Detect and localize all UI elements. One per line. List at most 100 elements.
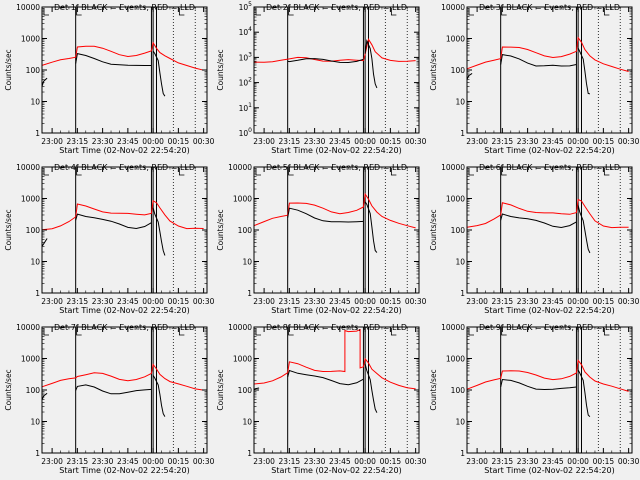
y-tick-label: 1000 — [233, 355, 252, 364]
y-tick-label: 10 — [30, 98, 40, 107]
series-events-line — [500, 378, 577, 391]
y-tick-label: 100 — [451, 386, 466, 395]
series-events-line — [287, 207, 364, 223]
y-tick-label: 1000 — [446, 195, 465, 204]
event-marker-glyph — [501, 168, 507, 176]
x-tick-label: 23:15 — [279, 457, 301, 466]
x-tick-label: 00:00 — [354, 457, 376, 466]
x-tick-label: 23:15 — [492, 137, 514, 146]
event-marker-glyph — [178, 168, 185, 176]
panel-det-1: 1 10 100 1000 10000 23:00 23:15 23:30 23:45 00:00… — [4, 3, 215, 155]
event-marker-glyph — [288, 328, 294, 336]
x-tick-label: 00:00 — [354, 137, 376, 146]
y-tick-label: 1 — [35, 449, 40, 458]
series-events-line — [152, 50, 166, 97]
x-tick-label: 23:15 — [279, 137, 301, 146]
event-marker-glyph — [43, 8, 49, 16]
event-marker-glyph — [390, 168, 397, 176]
x-tick-label: 00:15 — [593, 297, 615, 306]
event-marker-glyph — [76, 8, 82, 16]
x-tick-label: 00:00 — [142, 297, 164, 306]
series-lld-line — [253, 328, 416, 390]
series-events-line — [41, 238, 48, 247]
x-tick-label: 00:30 — [405, 297, 427, 306]
y-tick-label: 10 — [30, 258, 40, 267]
event-marker-glyph — [76, 168, 82, 176]
x-tick-label: 00:30 — [405, 457, 427, 466]
y-tick-label: 100 — [239, 127, 253, 138]
series-events-line — [466, 72, 473, 80]
x-tick-label: 23:15 — [279, 297, 301, 306]
x-tick-label: 23:45 — [542, 137, 564, 146]
series-events-line — [500, 213, 577, 229]
x-tick-label: 23:30 — [517, 297, 539, 306]
series-events-line — [41, 392, 48, 401]
x-tick-label: 23:45 — [117, 457, 139, 466]
y-tick-label: 10000 — [228, 323, 252, 332]
y-tick-label: 1000 — [21, 355, 40, 364]
y-tick-label: 100 — [26, 386, 41, 395]
plot-frame — [466, 166, 633, 294]
panel-title: Det 8f BLACK = Events, RED = LLD — [266, 323, 407, 332]
event-marker-glyph — [288, 168, 294, 176]
series-events-line — [364, 201, 378, 253]
y-tick-label: 1 — [460, 449, 465, 458]
plot-frame — [466, 326, 633, 454]
x-tick-label: 23:30 — [92, 297, 114, 306]
event-marker-glyph — [288, 8, 294, 16]
series-lld-line — [466, 359, 629, 392]
x-tick-label: 23:45 — [542, 297, 564, 306]
plot-frame — [41, 166, 208, 294]
x-tick-label: 23:45 — [329, 137, 351, 146]
x-tick-label: 23:45 — [329, 297, 351, 306]
event-marker-glyph — [468, 328, 474, 336]
y-tick-label: 10000 — [16, 3, 40, 12]
plot-frame — [253, 6, 420, 134]
x-axis-label: Start Time (02-Nov-02 22:54:20) — [59, 146, 189, 155]
y-tick-label: 10 — [30, 418, 40, 427]
series-events-line — [287, 58, 364, 64]
panel-title: Det 5f BLACK = Events, RED = LLD — [266, 163, 407, 172]
x-tick-label: 23:45 — [329, 457, 351, 466]
x-tick-label: 23:00 — [253, 457, 275, 466]
y-tick-label: 10 — [455, 98, 465, 107]
x-tick-label: 23:15 — [492, 297, 514, 306]
x-tick-label: 23:00 — [253, 297, 275, 306]
event-marker-glyph — [255, 168, 261, 176]
x-axis-label: Start Time (02-Nov-02 22:54:20) — [271, 146, 401, 155]
x-axis-label: Start Time (02-Nov-02 22:54:20) — [484, 466, 614, 475]
x-tick-label: 00:30 — [405, 137, 427, 146]
series-lld-line — [41, 200, 204, 231]
panel-det-3: 1 10 100 1000 10000 23:00 23:15 23:30 23:45 00:00… — [429, 3, 640, 155]
y-tick-label: 100 — [238, 226, 253, 235]
panel-title: Det 2f BLACK = Events, RED = LLD — [266, 3, 407, 12]
y-tick-label: 10 — [242, 418, 252, 427]
event-marker-glyph — [603, 8, 610, 16]
x-tick-label: 00:30 — [618, 297, 640, 306]
x-tick-label: 00:00 — [142, 457, 164, 466]
x-tick-label: 23:15 — [67, 457, 89, 466]
x-tick-label: 23:00 — [466, 137, 488, 146]
y-tick-label: 1 — [247, 449, 252, 458]
x-axis-label: Start Time (02-Nov-02 22:54:20) — [59, 466, 189, 475]
y-tick-label: 103 — [239, 51, 253, 62]
y-tick-label: 1000 — [446, 355, 465, 364]
series-events-line — [577, 47, 591, 95]
x-tick-label: 23:30 — [304, 457, 326, 466]
y-tick-label: 100 — [26, 226, 41, 235]
series-events-line — [152, 207, 166, 256]
y-tick-label: 10 — [455, 418, 465, 427]
y-tick-label: 1 — [35, 289, 40, 298]
y-tick-label: 1 — [460, 289, 465, 298]
y-axis-label: Counts/sec — [4, 49, 13, 90]
x-tick-label: 00:15 — [168, 457, 190, 466]
x-tick-label: 00:00 — [567, 297, 589, 306]
panel-det-5: 1 10 100 1000 10000 23:00 23:15 23:30 23:45 00:00… — [216, 163, 427, 315]
x-tick-label: 23:15 — [67, 297, 89, 306]
plot-frame — [253, 166, 420, 294]
y-tick-label: 10000 — [16, 323, 40, 332]
panel-title: Det 6f BLACK = Events, RED = LLD — [479, 163, 620, 172]
x-tick-label: 23:30 — [517, 457, 539, 466]
x-tick-label: 00:30 — [193, 137, 215, 146]
